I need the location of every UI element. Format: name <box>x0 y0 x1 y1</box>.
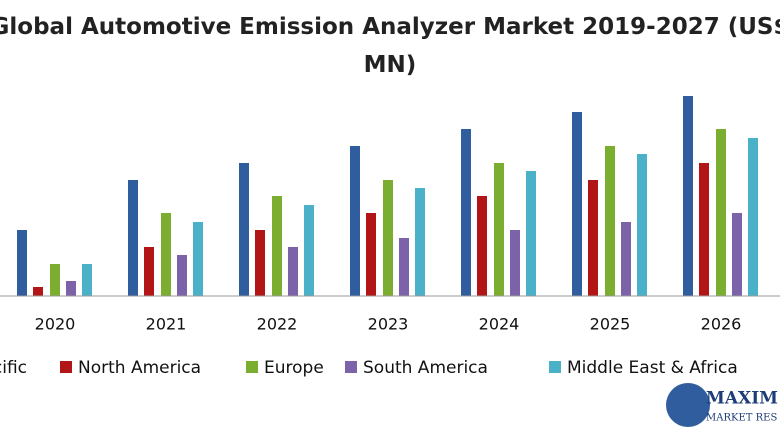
bar <box>716 129 726 296</box>
bar <box>304 205 314 296</box>
bar <box>272 196 282 296</box>
legend-swatch <box>345 361 357 373</box>
bar <box>637 154 647 296</box>
legend-label: Europe <box>264 358 324 378</box>
legend-label: South America <box>363 358 488 378</box>
bar <box>732 213 742 296</box>
bar <box>17 230 27 296</box>
bar <box>193 222 203 296</box>
bar <box>288 247 298 296</box>
bar <box>350 146 360 296</box>
bar <box>572 112 582 296</box>
legend-swatch <box>246 361 258 373</box>
bar <box>415 188 425 296</box>
bar <box>605 146 615 296</box>
legend-label: North America <box>78 358 201 378</box>
bar <box>399 238 409 296</box>
legend-swatch <box>549 361 561 373</box>
bar <box>50 264 60 296</box>
x-tick-label: 2025 <box>590 315 631 334</box>
bar <box>366 213 376 296</box>
bar <box>699 163 709 296</box>
bar <box>144 247 154 296</box>
x-tick-label: 2021 <box>146 315 187 334</box>
bar <box>748 138 758 296</box>
chart-title: Global Automotive Emission Analyzer Mark… <box>0 14 780 78</box>
bar <box>683 96 693 296</box>
x-tick-label: 2024 <box>479 315 520 334</box>
bar <box>588 180 598 296</box>
bar <box>510 230 520 296</box>
bar <box>621 222 631 296</box>
x-tick-label: 2023 <box>368 315 409 334</box>
bar <box>239 163 249 296</box>
bar <box>477 196 487 296</box>
bar <box>177 255 187 296</box>
x-tick-label: 2022 <box>257 315 298 334</box>
bar <box>383 180 393 296</box>
bar <box>82 264 92 296</box>
x-tick-label: 2020 <box>35 315 76 334</box>
bar <box>66 281 76 296</box>
bar <box>128 180 138 296</box>
legend-swatch <box>60 361 72 373</box>
bar <box>494 163 504 296</box>
logo-tagline: MARKET RES <box>706 413 777 424</box>
bar <box>461 129 471 296</box>
bar <box>161 213 171 296</box>
bar <box>33 287 43 296</box>
legend-label: Asia Pacific <box>0 358 27 378</box>
logo-name: MAXIM <box>706 389 778 409</box>
legend-label: Middle East & Africa <box>567 358 738 378</box>
bar <box>526 171 536 296</box>
logo-globe <box>666 383 710 427</box>
x-tick-label: 2026 <box>701 315 742 334</box>
bar <box>255 230 265 296</box>
